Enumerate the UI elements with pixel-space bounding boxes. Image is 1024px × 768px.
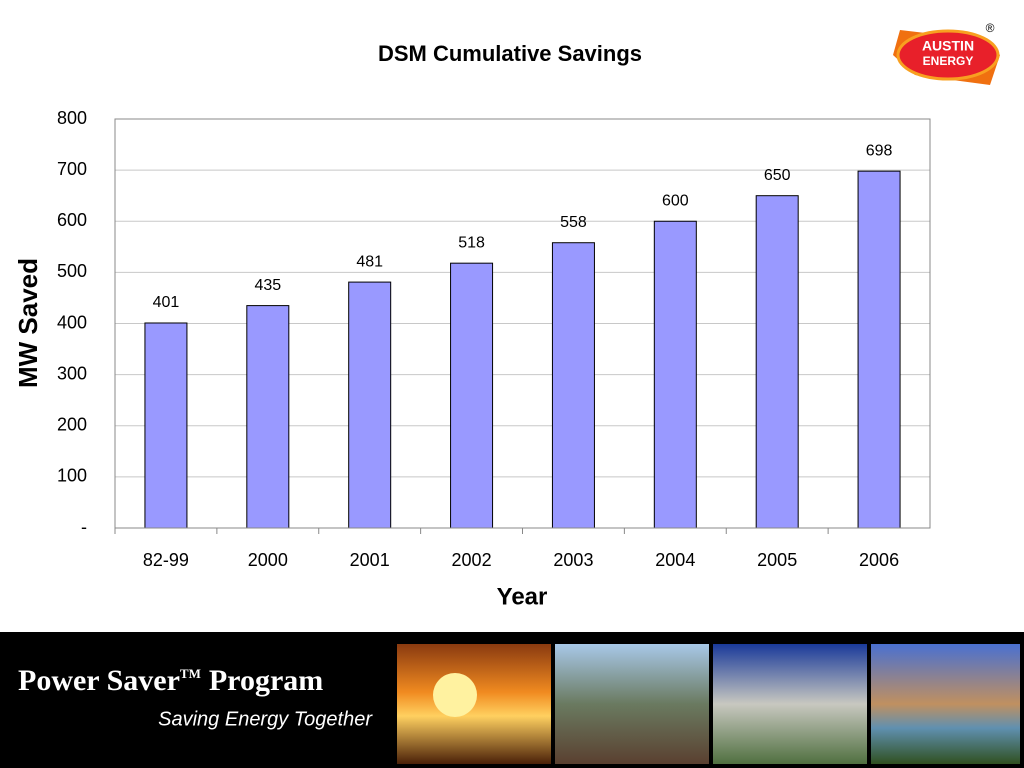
data-label: 481 <box>356 253 383 270</box>
logo: AUSTIN ENERGY ® <box>893 21 1000 85</box>
photo <box>555 644 709 764</box>
x-tick-label: 2005 <box>757 550 797 570</box>
photo-sun <box>433 673 477 717</box>
y-tick-label: 500 <box>57 261 87 281</box>
footer-tagline: Saving Energy Together <box>158 708 373 730</box>
x-tick-label: 2001 <box>350 550 390 570</box>
data-label: 558 <box>560 214 587 231</box>
footer-title-end: Program <box>209 664 323 697</box>
logo-mark: ® <box>986 21 995 35</box>
y-tick-label: 400 <box>57 312 87 332</box>
bar <box>246 305 290 529</box>
footer-title-text: Power Saver <box>18 664 180 697</box>
bar <box>551 242 595 529</box>
bar <box>857 170 901 529</box>
data-label: 435 <box>254 277 281 294</box>
bar <box>144 322 188 529</box>
bar <box>450 262 494 529</box>
data-label: 698 <box>866 142 893 159</box>
y-tick-label: 600 <box>57 210 87 230</box>
bar <box>653 220 697 529</box>
data-label: 401 <box>153 294 180 311</box>
chart-title: DSM Cumulative Savings <box>378 41 642 66</box>
y-tick-label: 100 <box>57 466 87 486</box>
x-tick-label: 2003 <box>553 550 593 570</box>
y-tick-label: 700 <box>57 159 87 179</box>
y-tick-label: 800 <box>57 108 87 128</box>
data-label: 518 <box>458 234 485 251</box>
y-tick-label: 300 <box>57 363 87 383</box>
logo-ellipse <box>896 29 1000 81</box>
footer-title: Power SaverTM Program <box>18 664 323 697</box>
logo-text: ENERGY <box>923 54 974 68</box>
x-axis-label: Year <box>497 583 548 610</box>
y-axis-label: MW Saved <box>13 258 43 388</box>
data-label: 600 <box>662 192 689 209</box>
y-tick-label: 200 <box>57 415 87 435</box>
y-tick-label: - <box>81 517 87 537</box>
bar <box>348 281 392 529</box>
x-tick-label: 82-99 <box>143 550 189 570</box>
plot-area <box>114 118 931 529</box>
bar <box>755 195 799 529</box>
logo-text: AUSTIN <box>922 38 974 54</box>
x-tick-label: 2000 <box>248 550 288 570</box>
x-tick-label: 2004 <box>655 550 695 570</box>
x-tick-label: 2002 <box>452 550 492 570</box>
data-label: 650 <box>764 167 791 184</box>
photo <box>871 644 1020 764</box>
footer-trademark: TM <box>180 666 201 681</box>
x-tick-label: 2006 <box>859 550 899 570</box>
photo <box>713 644 867 764</box>
